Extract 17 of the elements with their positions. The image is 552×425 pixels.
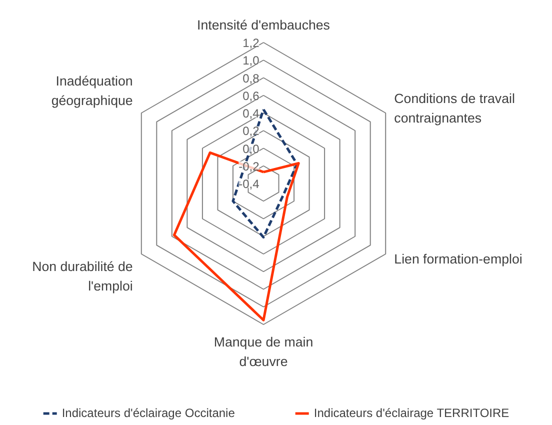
y-tick-label: 1,0: [242, 54, 260, 68]
y-tick-label: -0,2: [238, 159, 260, 174]
y-tick-label: 0,0: [242, 142, 260, 156]
spoke-label: Inadéquation géographique: [51, 74, 133, 108]
y-tick-label: -0,4: [238, 177, 260, 191]
spoke-label: Lien formation-emploi: [394, 251, 522, 266]
y-tick-label: 0,6: [242, 88, 260, 103]
spoke-label: Intensité d'embauches: [197, 18, 330, 33]
y-tick-label: 0,4: [242, 106, 260, 120]
spoke-label: Conditions de travail contraignantes: [394, 90, 515, 126]
y-tick-label: 0,8: [242, 71, 260, 86]
legend-label: Indicateurs d'éclairage TERRITOIRE: [314, 406, 510, 420]
legend-label: Indicateurs d'éclairage Occitanie: [62, 406, 235, 420]
spoke-label: Non durabilité de l'emploi: [32, 258, 133, 294]
y-tick-label: 1,2: [242, 36, 260, 50]
spoke-label: Manque de main d'œuvre: [214, 334, 314, 369]
y-tick-label: 0,2: [242, 124, 260, 138]
